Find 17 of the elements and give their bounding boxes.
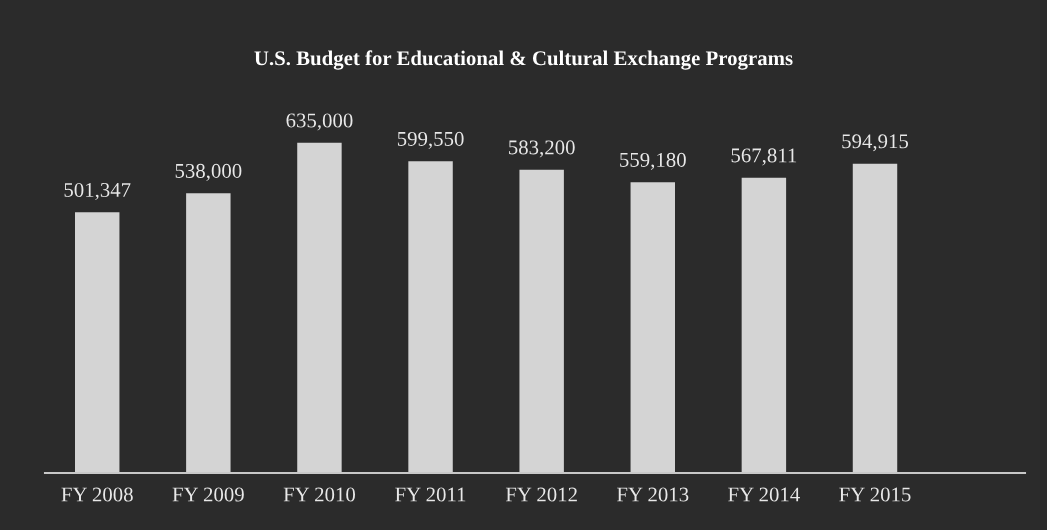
data-label: 567,811 — [731, 148, 797, 166]
data-label: 594,915 — [842, 134, 909, 152]
chart-title: U.S. Budget for Educational & Cultural Exchange Programs — [254, 50, 793, 70]
x-tick-label: FY 2008 — [61, 487, 133, 502]
x-tick-label: FY 2011 — [395, 487, 466, 502]
data-label: 538,000 — [175, 163, 242, 181]
x-tick-label: FY 2009 — [172, 487, 244, 502]
x-tick-label: FY 2015 — [839, 487, 911, 502]
data-label: 501,347 — [64, 182, 131, 200]
x-tick-label: FY 2010 — [283, 487, 356, 502]
data-label: 599,550 — [397, 131, 464, 149]
data-label: 559,180 — [620, 152, 686, 170]
data-label: 635,000 — [286, 113, 353, 131]
x-tick-label: FY 2012 — [505, 487, 577, 502]
x-tick-label: FY 2013 — [617, 487, 689, 502]
data-label: 583,200 — [509, 140, 575, 158]
x-tick-label: FY 2014 — [728, 487, 800, 502]
